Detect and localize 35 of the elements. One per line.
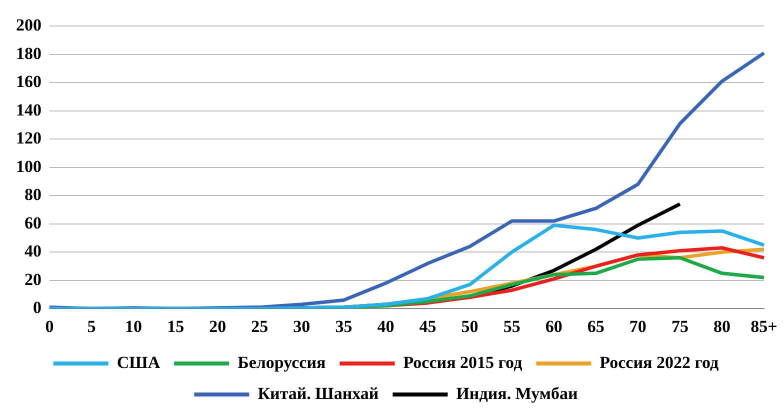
- x-tick-label: 50: [461, 317, 478, 336]
- x-tick-label: 30: [293, 317, 310, 336]
- y-tick-label: 140: [16, 100, 42, 120]
- x-tick-label: 25: [251, 317, 268, 336]
- y-tick-label: 80: [24, 185, 42, 204]
- y-tick-label: 20: [24, 270, 42, 289]
- legend-label: Россия 2015 год: [403, 352, 523, 372]
- x-tick-label: 35: [335, 317, 352, 336]
- x-tick-label: 0: [45, 317, 54, 336]
- x-tick-label: 5: [87, 317, 96, 336]
- y-tick-label: 180: [16, 44, 42, 63]
- x-tick-label: 80: [713, 317, 730, 336]
- x-tick-label: 15: [167, 317, 184, 336]
- x-tick-label: 65: [587, 317, 604, 336]
- x-tick-label: 75: [671, 317, 688, 336]
- y-tick-label: 200: [16, 16, 42, 35]
- legend-label: Индия. Мумбаи: [456, 384, 578, 403]
- y-tick-label: 60: [24, 213, 42, 232]
- x-tick-label: 10: [125, 317, 142, 336]
- x-tick-label: 60: [545, 317, 562, 336]
- x-tick-label: 70: [629, 317, 646, 336]
- y-tick-label: 160: [16, 72, 42, 92]
- legend-label: Китай. Шанхай: [258, 384, 379, 403]
- x-tick-label: 55: [503, 317, 520, 336]
- x-tick-label: 40: [377, 317, 394, 336]
- y-tick-label: 40: [24, 242, 42, 261]
- legend-label: США: [116, 352, 161, 372]
- y-tick-label: 100: [16, 156, 42, 176]
- legend-label: Россия 2022 год: [600, 352, 720, 372]
- x-tick-label: 20: [209, 317, 226, 336]
- legend-label: Белоруссия: [238, 352, 326, 372]
- x-tick-label: 85+: [750, 317, 778, 336]
- y-tick-label: 120: [16, 128, 42, 148]
- x-tick-label: 45: [419, 317, 436, 336]
- y-tick-label: 0: [33, 298, 42, 317]
